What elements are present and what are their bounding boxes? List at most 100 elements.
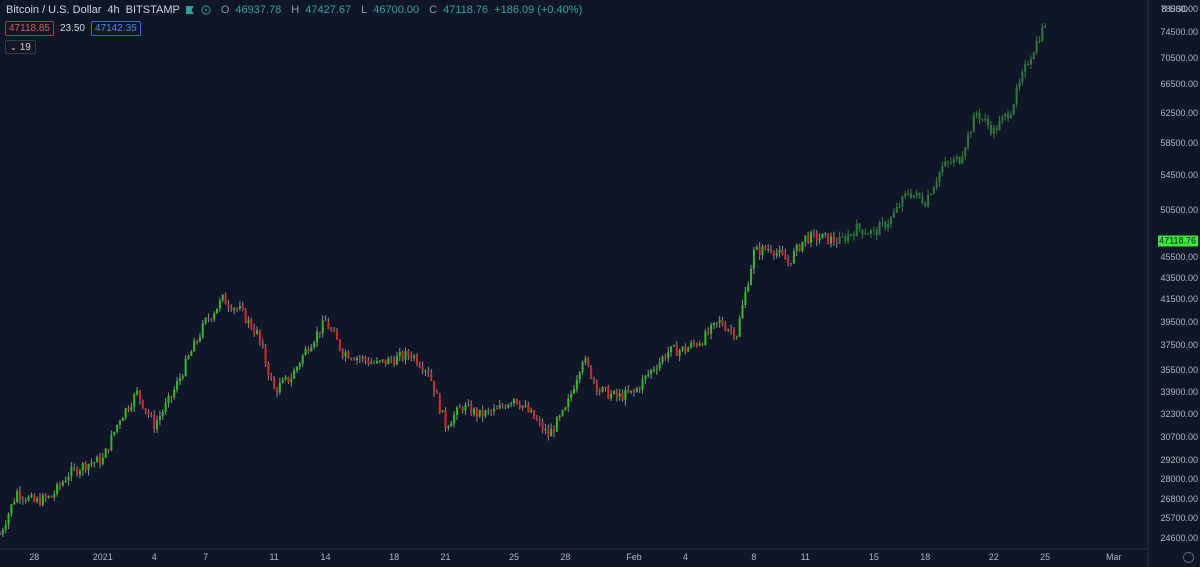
candle-body bbox=[621, 393, 624, 401]
flag-icon[interactable] bbox=[186, 5, 195, 15]
candle-body bbox=[832, 236, 835, 242]
candle-body bbox=[21, 498, 24, 500]
candle-body bbox=[124, 408, 127, 418]
candle-body bbox=[838, 236, 841, 244]
candle-body bbox=[390, 358, 393, 360]
candle-body bbox=[587, 358, 590, 366]
candle-body bbox=[104, 448, 107, 458]
candle-body bbox=[18, 491, 21, 499]
candle-body bbox=[841, 236, 844, 238]
y-tick-label: 32300.00 bbox=[1160, 408, 1198, 419]
last-price-tag: 47118.76 bbox=[1158, 235, 1198, 247]
candle-body bbox=[735, 336, 738, 338]
candle-body bbox=[24, 499, 27, 501]
candle-body bbox=[93, 462, 96, 464]
candle-body bbox=[664, 356, 667, 359]
candle-body bbox=[467, 404, 470, 406]
candle-body bbox=[1027, 63, 1030, 65]
candle-body bbox=[173, 389, 176, 398]
candle-body bbox=[750, 268, 753, 285]
candle-body bbox=[767, 249, 770, 251]
close-value: 47118.76 bbox=[443, 4, 489, 16]
candle-body bbox=[818, 238, 821, 241]
y-tick-label: 43500.00 bbox=[1160, 272, 1198, 283]
candle-body bbox=[755, 247, 758, 250]
candle-body bbox=[375, 360, 378, 364]
interval-label[interactable]: 4h bbox=[107, 4, 120, 16]
candle-body bbox=[290, 378, 293, 383]
x-tick-label: 4 bbox=[682, 552, 688, 562]
candle-body bbox=[655, 368, 658, 370]
candle-body bbox=[350, 358, 353, 360]
candle-body bbox=[307, 348, 310, 352]
symbol-legend[interactable]: Bitcoin / U.S. Dollar 4h BITSTAMP O 46937… bbox=[6, 3, 582, 17]
ask-button[interactable]: 47142.35 bbox=[91, 21, 141, 36]
candle-body bbox=[533, 410, 536, 419]
candle-body bbox=[441, 410, 444, 413]
candle-body bbox=[418, 364, 421, 367]
candle-body bbox=[361, 356, 364, 359]
candle-body bbox=[618, 393, 621, 397]
x-tick-label: 21 bbox=[440, 552, 451, 562]
candle-body bbox=[127, 408, 130, 410]
candle-body bbox=[1021, 72, 1024, 83]
candle-body bbox=[918, 192, 921, 197]
settings-gear-icon[interactable] bbox=[1183, 552, 1194, 563]
currency-label[interactable]: 8 USD bbox=[1161, 4, 1188, 14]
candle-body bbox=[404, 351, 407, 360]
candle-body bbox=[875, 229, 878, 236]
candle-body bbox=[196, 340, 199, 342]
candle-body bbox=[955, 156, 958, 160]
candle-body bbox=[747, 284, 750, 292]
candle-body bbox=[201, 323, 204, 337]
candle-body bbox=[958, 156, 961, 164]
candle-body bbox=[76, 467, 79, 475]
candle-body bbox=[778, 249, 781, 253]
candle-body bbox=[573, 388, 575, 394]
candle-body bbox=[530, 410, 533, 412]
x-tick-label: 28 bbox=[560, 552, 571, 562]
x-tick-label: 7 bbox=[203, 552, 209, 562]
high-value: 47427.67 bbox=[305, 4, 352, 16]
x-tick-label: 22 bbox=[988, 552, 999, 562]
candle-body bbox=[947, 161, 950, 163]
candle-body bbox=[1018, 82, 1021, 88]
candle-body bbox=[218, 300, 221, 309]
candle-body bbox=[395, 355, 398, 365]
y-tick-label: 45500.00 bbox=[1160, 252, 1198, 263]
candle-body bbox=[858, 223, 861, 230]
candle-body bbox=[772, 251, 775, 256]
candle-body bbox=[624, 390, 627, 401]
candle-body bbox=[798, 244, 801, 251]
candle-body bbox=[801, 241, 804, 251]
change-value: +186.09 (+0.40%) bbox=[494, 4, 583, 16]
candle-body bbox=[992, 127, 995, 134]
y-tick-label: 25700.00 bbox=[1160, 512, 1198, 523]
candle-body bbox=[44, 495, 47, 498]
candle-body bbox=[113, 431, 116, 435]
indicators-toggle-button[interactable]: ⌄ 19 bbox=[5, 40, 36, 54]
y-tick-label: 33900.00 bbox=[1160, 386, 1198, 397]
candle-body bbox=[170, 396, 173, 398]
candle-body bbox=[147, 411, 150, 415]
bid-button[interactable]: 47118.85 bbox=[5, 21, 54, 36]
candle-body bbox=[544, 429, 547, 431]
candle-body bbox=[398, 352, 401, 356]
candle-body bbox=[721, 319, 724, 326]
candle-body bbox=[224, 294, 227, 305]
candle-body bbox=[687, 347, 690, 352]
candle-body bbox=[638, 388, 641, 390]
candle-body bbox=[964, 147, 967, 157]
candle-body bbox=[121, 417, 124, 421]
candle-body bbox=[47, 496, 50, 498]
x-tick-label: 25 bbox=[509, 552, 520, 562]
spread-value: 23.50 bbox=[59, 23, 85, 34]
candle-body bbox=[50, 496, 53, 498]
candle-body bbox=[221, 294, 224, 301]
candle-body bbox=[987, 118, 990, 126]
candle-body bbox=[136, 390, 139, 395]
candle-body bbox=[355, 357, 358, 361]
candle-body bbox=[427, 370, 430, 374]
